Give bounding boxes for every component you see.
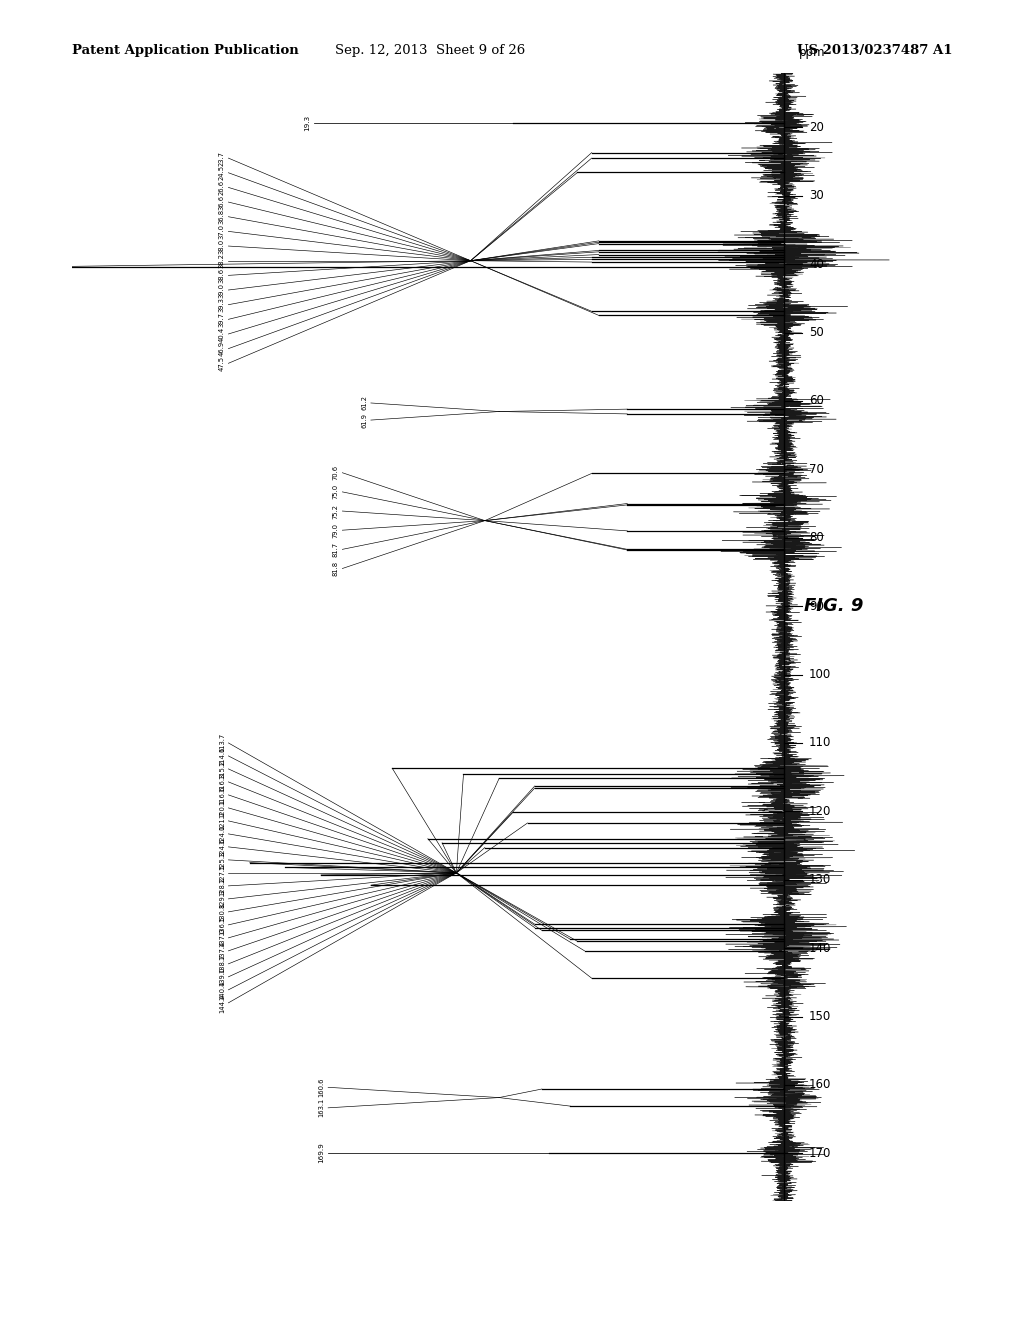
Text: 128.2: 128.2: [219, 876, 225, 895]
Text: Patent Application Publication: Patent Application Publication: [72, 44, 298, 57]
Text: 144.4: 144.4: [219, 993, 225, 1012]
Text: 160.6: 160.6: [318, 1077, 325, 1097]
Text: Sep. 12, 2013  Sheet 9 of 26: Sep. 12, 2013 Sheet 9 of 26: [335, 44, 525, 57]
Text: 138.7: 138.7: [219, 954, 225, 973]
Text: 150: 150: [809, 1010, 831, 1023]
Text: 36.8: 36.8: [219, 209, 225, 224]
Text: 38.2: 38.2: [219, 253, 225, 268]
Text: 130.8: 130.8: [219, 902, 225, 921]
Text: 81.8: 81.8: [333, 561, 339, 576]
Text: 160: 160: [809, 1078, 831, 1092]
Text: US 2013/0237487 A1: US 2013/0237487 A1: [797, 44, 952, 57]
Text: 129.3: 129.3: [219, 890, 225, 908]
Text: 39.7: 39.7: [219, 312, 225, 327]
Text: 169.9: 169.9: [318, 1142, 325, 1163]
Text: 116.3: 116.3: [219, 772, 225, 792]
Text: 47.5: 47.5: [219, 355, 225, 371]
Text: 60: 60: [809, 395, 824, 408]
Text: 90: 90: [809, 599, 824, 612]
Text: 80: 80: [809, 531, 823, 544]
Text: 113.7: 113.7: [219, 734, 225, 752]
Text: ppm: ppm: [800, 46, 825, 59]
Text: 124.6: 124.6: [219, 837, 225, 857]
Text: 139.0: 139.0: [219, 968, 225, 986]
Text: 61.2: 61.2: [361, 396, 368, 411]
Text: 46.9: 46.9: [219, 341, 225, 356]
Text: 30: 30: [809, 189, 823, 202]
Text: 130: 130: [809, 874, 831, 886]
Text: 100: 100: [809, 668, 831, 681]
Text: 170: 170: [809, 1147, 831, 1160]
Text: 79.0: 79.0: [333, 523, 339, 537]
Text: 110: 110: [809, 737, 831, 750]
Text: 124.0: 124.0: [219, 824, 225, 843]
Text: 38.6: 38.6: [219, 268, 225, 282]
Text: 127.5: 127.5: [219, 863, 225, 883]
Text: 20: 20: [809, 121, 824, 133]
Text: 70.6: 70.6: [333, 465, 339, 480]
Text: 37.0: 37.0: [219, 224, 225, 239]
Text: 75.0: 75.0: [333, 484, 339, 499]
Text: 115.2: 115.2: [219, 759, 225, 779]
Text: 120.1: 120.1: [219, 799, 225, 817]
Text: 40: 40: [809, 257, 824, 271]
Text: 120: 120: [809, 805, 831, 818]
Text: 137.4: 137.4: [219, 941, 225, 961]
Text: 61.9: 61.9: [361, 413, 368, 428]
Text: 24.5: 24.5: [219, 165, 225, 181]
Text: 114.6: 114.6: [219, 746, 225, 766]
Text: 125.3: 125.3: [219, 850, 225, 870]
Text: FIG. 9: FIG. 9: [804, 597, 863, 615]
Text: 121.7: 121.7: [219, 812, 225, 830]
Text: 26.6: 26.6: [219, 180, 225, 195]
Text: 75.2: 75.2: [333, 503, 339, 519]
Text: 19.3: 19.3: [304, 115, 310, 131]
Text: 137.0: 137.0: [219, 928, 225, 948]
Text: 81.7: 81.7: [333, 541, 339, 557]
Text: 40.4: 40.4: [219, 326, 225, 342]
Text: 39.0: 39.0: [219, 282, 225, 297]
Text: 163.1: 163.1: [318, 1098, 325, 1118]
Text: 36.6: 36.6: [219, 194, 225, 210]
Text: 70: 70: [809, 463, 824, 475]
Text: 39.3: 39.3: [219, 297, 225, 312]
Text: 116.6: 116.6: [219, 785, 225, 805]
Text: 50: 50: [809, 326, 823, 339]
Text: 136.5: 136.5: [219, 915, 225, 935]
Text: 23.7: 23.7: [219, 150, 225, 165]
Text: 38.0: 38.0: [219, 239, 225, 253]
Text: 140.4: 140.4: [219, 979, 225, 999]
Text: 140: 140: [809, 941, 831, 954]
